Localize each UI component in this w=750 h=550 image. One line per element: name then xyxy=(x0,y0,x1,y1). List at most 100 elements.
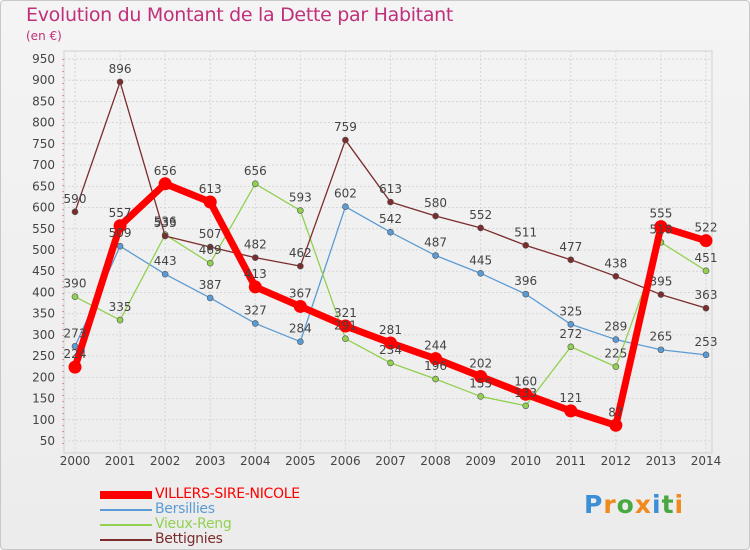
legend-swatch xyxy=(100,524,152,526)
data-label: 413 xyxy=(244,267,267,281)
data-point xyxy=(609,418,623,432)
legend-swatch xyxy=(100,509,152,511)
y-tick-label: 750 xyxy=(32,137,55,151)
x-tick-label: 2006 xyxy=(330,454,361,468)
data-point xyxy=(522,402,530,410)
logo-letter: x xyxy=(634,490,652,519)
data-point xyxy=(297,207,304,214)
data-point xyxy=(68,360,82,374)
data-label: 335 xyxy=(109,300,132,314)
data-point xyxy=(387,198,394,206)
data-label: 580 xyxy=(424,196,447,210)
data-point xyxy=(387,359,394,367)
data-label: 291 xyxy=(334,319,357,333)
data-label: 477 xyxy=(559,240,582,254)
data-label: 555 xyxy=(649,207,672,221)
data-label: 593 xyxy=(289,191,312,205)
data-label: 265 xyxy=(649,330,672,344)
chart-title: Evolution du Montant de la Dette par Hab… xyxy=(26,4,454,26)
data-label: 273 xyxy=(64,326,87,340)
data-point xyxy=(477,270,484,277)
data-point xyxy=(387,228,394,236)
data-label: 896 xyxy=(109,62,132,76)
data-label: 602 xyxy=(334,187,357,201)
data-point xyxy=(432,252,439,259)
data-point xyxy=(342,203,349,211)
legend-label: Bettignies xyxy=(155,531,223,547)
data-point xyxy=(477,224,484,232)
data-point xyxy=(567,256,575,264)
data-label: 482 xyxy=(244,238,267,252)
data-label: 196 xyxy=(424,359,447,373)
x-tick-label: 2013 xyxy=(646,454,677,468)
data-point xyxy=(657,291,665,298)
data-label: 281 xyxy=(379,323,402,337)
data-label: 509 xyxy=(109,226,132,240)
x-tick-label: 2010 xyxy=(510,454,541,468)
data-label: 438 xyxy=(604,256,627,270)
data-point xyxy=(519,387,533,401)
data-label: 445 xyxy=(469,253,492,267)
x-tick-label: 2011 xyxy=(556,454,587,468)
data-label: 202 xyxy=(469,356,492,370)
data-point xyxy=(113,219,127,233)
x-tick-label: 2012 xyxy=(601,454,632,468)
data-label: 367 xyxy=(289,286,312,300)
data-point xyxy=(293,299,307,313)
logo-letter: i xyxy=(674,490,685,519)
x-tick-label: 2003 xyxy=(195,454,226,468)
data-point xyxy=(567,343,575,351)
data-label: 395 xyxy=(649,275,672,289)
y-tick-label: 450 xyxy=(32,264,55,278)
data-label: 121 xyxy=(559,391,582,405)
data-point xyxy=(657,346,665,354)
data-point xyxy=(567,320,575,328)
data-point xyxy=(474,369,488,383)
data-point xyxy=(429,352,443,366)
data-point xyxy=(702,267,710,275)
data-label: 518 xyxy=(649,222,672,236)
data-label: 487 xyxy=(424,236,447,250)
data-label: 244 xyxy=(424,339,447,353)
data-label: 542 xyxy=(379,212,402,226)
logo-letter: r xyxy=(603,490,617,519)
data-label: 225 xyxy=(604,347,627,361)
data-point xyxy=(297,262,304,270)
data-label: 321 xyxy=(334,306,357,320)
data-point xyxy=(612,336,620,343)
data-label: 234 xyxy=(379,343,402,357)
y-tick-label: 300 xyxy=(32,328,55,342)
plot-area xyxy=(63,50,713,454)
data-label: 443 xyxy=(154,254,177,268)
y-tick-label: 100 xyxy=(32,413,55,427)
data-point xyxy=(612,273,620,280)
y-tick-label: 350 xyxy=(32,307,55,321)
data-point xyxy=(206,294,214,302)
y-tick-label: 900 xyxy=(32,73,55,87)
x-tick-label: 2000 xyxy=(60,454,91,468)
data-point xyxy=(342,136,349,144)
data-point xyxy=(206,259,214,267)
y-tick-label: 400 xyxy=(32,285,55,299)
x-tick-label: 2009 xyxy=(465,454,496,468)
data-label: 390 xyxy=(64,277,87,291)
data-label: 284 xyxy=(289,322,312,336)
logo-letter: o xyxy=(616,490,635,519)
data-label: 253 xyxy=(695,335,718,349)
data-point xyxy=(158,177,172,191)
data-label: 363 xyxy=(695,288,718,302)
data-label: 451 xyxy=(695,251,718,265)
y-tick-label: 250 xyxy=(32,349,55,363)
legend-label: Vieux-Reng xyxy=(155,516,232,532)
data-point xyxy=(161,232,169,240)
data-point xyxy=(116,316,124,324)
data-point xyxy=(477,393,484,400)
legend-swatch xyxy=(100,491,152,499)
x-tick-label: 2007 xyxy=(375,454,406,468)
y-tick-label: 850 xyxy=(32,94,55,108)
logo-letter: t xyxy=(661,490,675,519)
data-label: 462 xyxy=(289,246,312,260)
y-tick-label: 800 xyxy=(32,116,55,130)
x-tick-label: 2014 xyxy=(691,454,722,468)
